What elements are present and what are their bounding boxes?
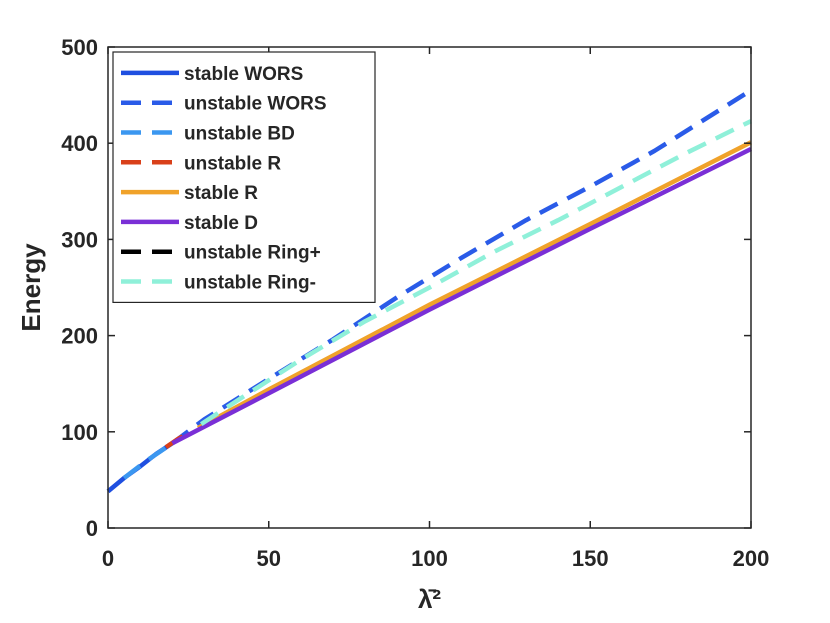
y-tick-label: 300 (61, 227, 98, 252)
x-tick-label: 150 (572, 546, 609, 571)
x-axis: 0 50 100 150 200 (102, 47, 769, 571)
x-tick-label: 100 (411, 546, 448, 571)
legend-label: unstable WORS (184, 94, 327, 115)
x-tick-label: 50 (257, 546, 281, 571)
x-tick-label: 0 (102, 546, 114, 571)
legend: stable WORS unstable WORS unstable BD unsta… (112, 51, 376, 303)
x-tick-label: 200 (733, 546, 770, 571)
legend-label: stable D (184, 213, 258, 234)
x-axis-label-text: λ̄² (418, 584, 441, 614)
series-line-5 (171, 146, 753, 446)
x-axis-label: λ̄² (418, 584, 441, 614)
legend-label: unstable R (184, 153, 281, 174)
legend-label: unstable Ring+ (184, 243, 321, 264)
legend-box (112, 51, 376, 303)
series-line-2 (122, 441, 174, 480)
series-line-4 (196, 140, 753, 430)
y-tick-label: 500 (61, 35, 98, 60)
y-axis-label: Energy (16, 243, 46, 332)
y-tick-label: 200 (61, 324, 98, 349)
legend-label: unstable Ring- (184, 273, 316, 294)
legend-label: stable R (184, 183, 258, 204)
y-axis: 0 100 200 300 400 500 (61, 35, 751, 541)
series-line-7 (199, 119, 752, 426)
plot-lines (106, 88, 753, 494)
y-tick-label: 400 (61, 131, 98, 156)
legend-label: stable WORS (184, 64, 303, 85)
y-tick-label: 100 (61, 420, 98, 445)
legend-label: unstable BD (184, 124, 295, 145)
y-tick-label: 0 (86, 516, 98, 541)
